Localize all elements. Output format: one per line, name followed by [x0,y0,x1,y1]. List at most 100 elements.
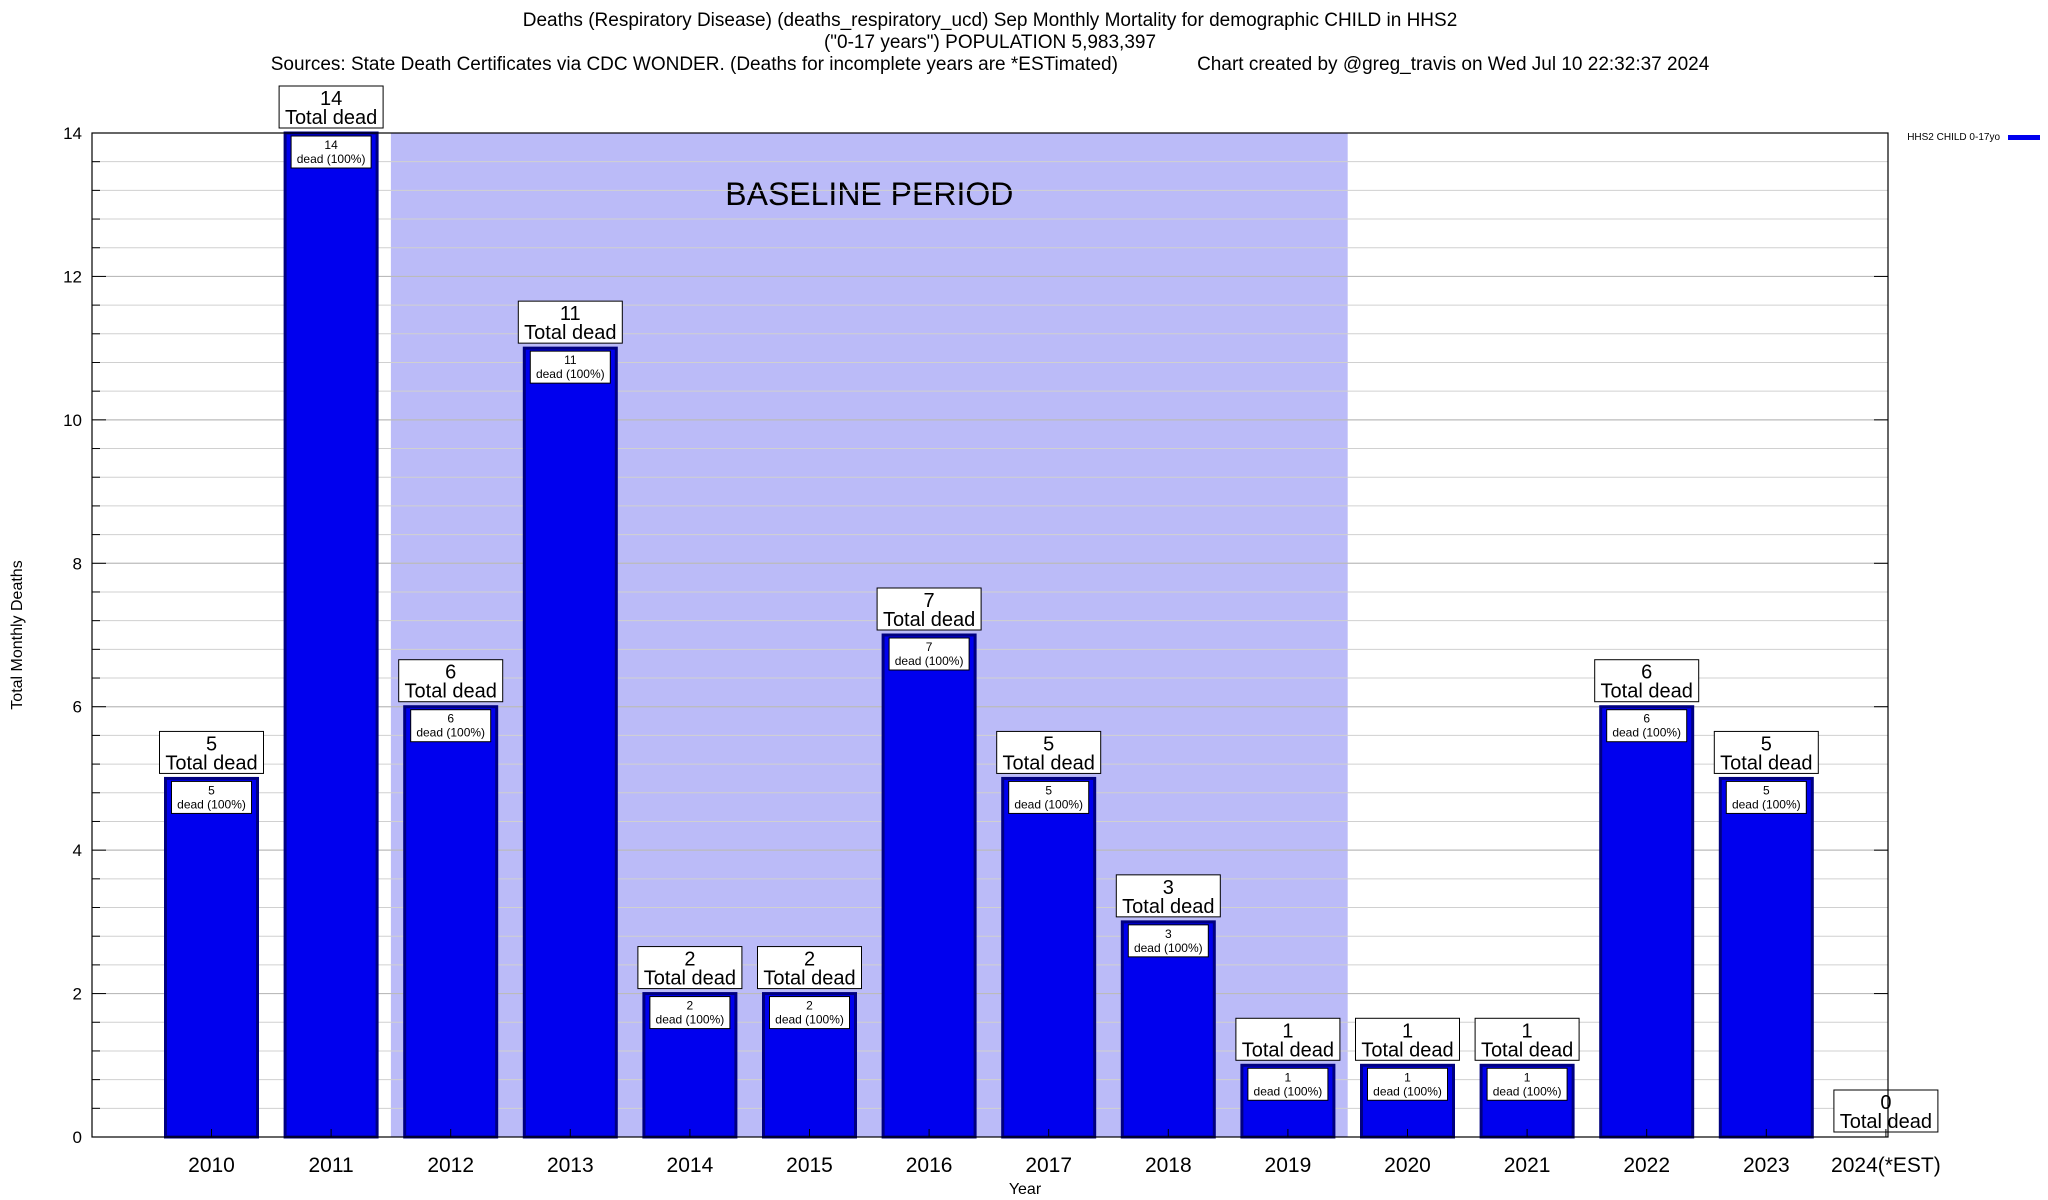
bar [164,776,259,1139]
inner-label-box [290,135,372,169]
inner-value-label: 7 [926,640,933,654]
legend-label: HHS2 CHILD 0-17yo [1907,132,2000,143]
inner-label-box [1486,1067,1568,1101]
total-value-label: 3 [1163,877,1174,899]
total-label-box [1713,730,1819,774]
inner-value-label: 2 [687,999,694,1013]
total-label-box [517,300,623,344]
total-dead-label: Total dead [1242,1039,1334,1061]
total-value-label: 5 [1043,733,1054,755]
inner-label-box [888,637,970,671]
y-axis-label: Total Monthly Deaths [9,560,26,709]
inner-value-label: 5 [208,783,215,797]
total-value-label: 2 [804,949,815,971]
bar [283,131,379,1139]
total-value-label: 5 [1761,733,1772,755]
inner-value-label: 6 [1643,712,1650,726]
inner-value-label: 1 [1404,1070,1411,1084]
x-tick-label: 2015 [786,1154,833,1177]
inner-label-box [529,350,611,384]
x-tick-label: 2021 [1504,1154,1551,1177]
inner-value-label: 1 [1285,1070,1292,1084]
x-tick-label: 2016 [906,1154,953,1177]
inner-value-label: 11 [564,353,577,367]
total-label-box [159,730,264,774]
total-dead-label: Total dead [1122,896,1214,918]
inner-label-box [1008,780,1090,814]
chart-title: Deaths (Respiratory Disease) (deaths_res… [0,10,1980,76]
title-line-3: Sources: State Death Certificates via CD… [270,54,1710,75]
inner-percent-label: dead (100%) [1612,726,1681,740]
inner-label-box [410,709,492,743]
inner-percent-label: dead (100%) [656,1013,725,1027]
total-dead-label: Total dead [165,752,257,774]
total-value-label: 11 [560,303,581,325]
inner-percent-label: dead (100%) [1373,1084,1442,1098]
total-dead-label: Total dead [1840,1111,1932,1133]
y-tick-label: 0 [73,1128,82,1147]
total-value-label: 6 [445,662,456,684]
inner-value-label: 14 [324,138,338,152]
x-tick-label: 2010 [188,1154,235,1177]
y-tick-label: 2 [73,985,82,1004]
x-tick-label: 2014 [667,1154,714,1177]
x-tick-label: 2024(*EST) [1831,1154,1941,1177]
total-label-box [398,659,504,703]
total-label-box [1115,874,1221,918]
x-tick-label: 2017 [1025,1154,1072,1177]
x-tick-label: 2012 [427,1154,474,1177]
x-tick-label: 2022 [1623,1154,1670,1177]
inner-value-label: 5 [1045,783,1052,797]
total-label-box [637,946,743,990]
total-value-label: 1 [1282,1020,1293,1042]
bar [881,633,977,1139]
total-label-box [1594,659,1700,703]
y-tick-label: 10 [63,411,82,430]
total-dead-label: Total dead [1720,752,1812,774]
total-label-box [1235,1017,1341,1061]
y-tick-label: 8 [73,554,82,573]
total-dead-label: Total dead [1601,681,1693,703]
inner-percent-label: dead (100%) [1134,941,1203,955]
total-label-box [1474,1017,1580,1061]
x-tick-label: 2018 [1145,1154,1192,1177]
inner-label-box [1606,709,1688,743]
x-tick-label: 2023 [1743,1154,1790,1177]
total-value-label: 5 [206,733,217,755]
total-label-box [996,730,1102,774]
y-tick-label: 12 [63,267,82,286]
inner-label-box [649,996,731,1030]
total-dead-label: Total dead [1361,1039,1453,1061]
inner-percent-label: dead (100%) [1493,1084,1562,1098]
inner-value-label: 2 [806,999,813,1013]
bar [1120,920,1216,1139]
inner-value-label: 1 [1524,1070,1531,1084]
x-axis-label: Year [1009,1181,1042,1198]
inner-value-label: 3 [1165,927,1172,941]
x-tick-label: 2019 [1265,1154,1312,1177]
total-value-label: 2 [684,949,695,971]
total-dead-label: Total dead [405,681,497,703]
total-dead-label: Total dead [1003,752,1095,774]
total-dead-label: Total dead [1481,1039,1573,1061]
y-tick-label: 14 [63,124,82,143]
total-value-label: 1 [1402,1020,1413,1042]
inner-percent-label: dead (100%) [1014,797,1083,811]
bar [1718,776,1814,1139]
inner-label-box [769,996,850,1030]
total-value-label: 6 [1641,662,1652,684]
grid-layer [92,161,1888,1109]
plot-border [91,132,1889,1138]
x-tick-label: 2013 [547,1154,594,1177]
total-dead-label: Total dead [285,107,377,129]
inner-label-box [1127,924,1209,958]
total-value-label: 0 [1880,1092,1891,1114]
y-tick-label: 4 [73,841,82,860]
inner-percent-label: dead (100%) [1254,1084,1323,1098]
total-label-box [1355,1017,1460,1061]
inner-value-label: 6 [447,712,454,726]
total-dead-label: Total dead [644,968,736,990]
